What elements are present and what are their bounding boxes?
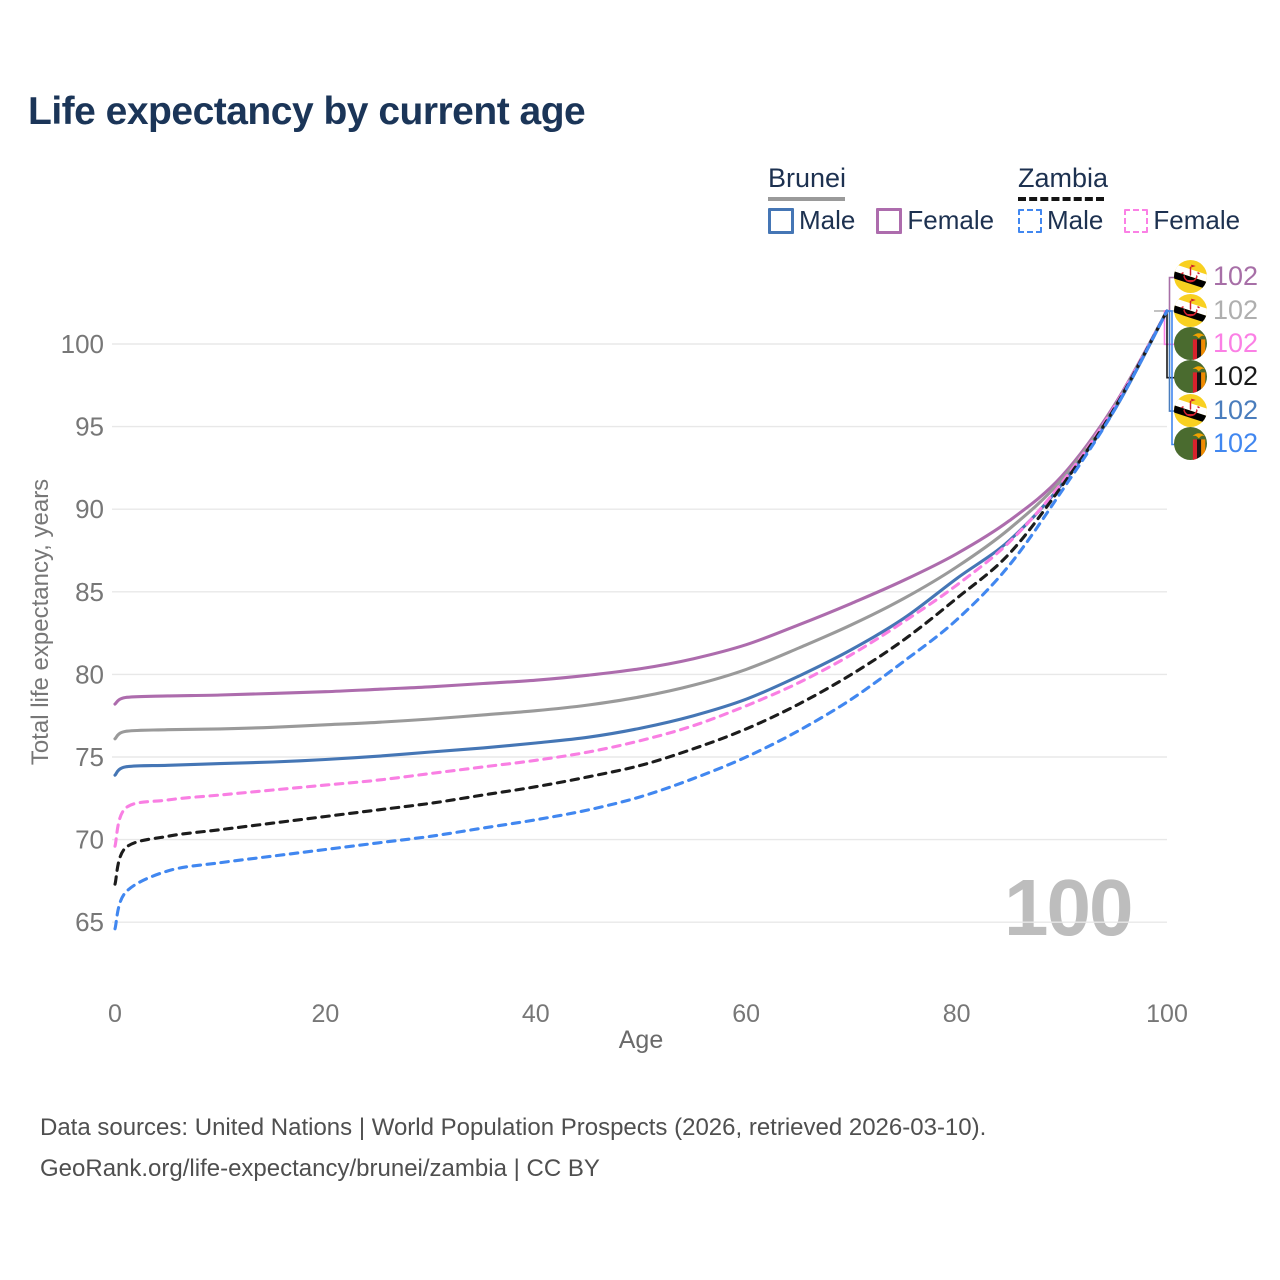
zambia-male-swatch[interactable] [1018, 208, 1042, 233]
zambia-male-label[interactable]: Male [1047, 205, 1104, 235]
page-title: Life expectancy by current age [28, 90, 586, 133]
y-tick-label-90: 90 [75, 494, 104, 524]
brunei-linestyle-swatch [768, 197, 845, 201]
zambia-linestyle-swatch [1018, 197, 1104, 201]
y-tick-label-95: 95 [75, 412, 104, 442]
endpoint-value-zambia-male: 102 [1213, 428, 1259, 459]
zambia-flag-icon [1174, 360, 1207, 394]
y-tick-label-80: 80 [75, 659, 104, 689]
y-tick-label-65: 65 [75, 907, 104, 937]
legend-group-brunei: Brunei [768, 163, 846, 201]
endpoint-value-brunei-female: 102 [1213, 261, 1259, 292]
endpoint-row-brunei-male[interactable]: 102 [1174, 393, 1259, 427]
source-attribution: Data sources: United Nations | World Pop… [40, 1107, 986, 1189]
age-watermark: 100 [1004, 863, 1133, 952]
source-line-2[interactable]: GeoRank.org/life-expectancy/brunei/zambi… [40, 1155, 600, 1182]
brunei-flag-icon [1174, 260, 1207, 294]
zambia-flag-icon [1174, 326, 1207, 360]
x-tick-label-100: 100 [1146, 1000, 1188, 1028]
endpoint-value-brunei-male: 102 [1213, 394, 1259, 425]
series-line-zambia-both-sexes[interactable] [113, 309, 1169, 886]
zambia-female-label[interactable]: Female [1153, 205, 1241, 235]
endpoint-row-zambia-male[interactable]: 102 [1174, 427, 1259, 461]
legend-items-zambia: Male Female [1018, 205, 1261, 236]
connector-zambia-male [1167, 310, 1175, 446]
series-line-zambia-male[interactable] [113, 309, 1169, 931]
brunei-male-swatch[interactable] [768, 207, 794, 234]
endpoint-row-zambia-both-sexes[interactable]: 102 [1174, 360, 1259, 394]
legend-items-brunei: Male Female [768, 205, 1015, 236]
source-line-1: Data sources: United Nations | World Pop… [40, 1114, 987, 1141]
y-axis-title: Total life expectancy, years [27, 479, 54, 765]
endpoint-row-brunei-both-sexes[interactable]: 102 [1174, 293, 1259, 327]
x-tick-label-40: 40 [522, 1000, 550, 1028]
brunei-female-swatch[interactable] [876, 207, 903, 234]
x-tick-label-20: 20 [311, 1000, 339, 1028]
endpoint-value-zambia-both-sexes: 102 [1213, 361, 1259, 392]
x-tick-label-60: 60 [732, 1000, 760, 1028]
brunei-male-label[interactable]: Male [799, 205, 856, 235]
legend-country-brunei[interactable]: Brunei [768, 163, 847, 193]
endpoint-value-zambia-female: 102 [1213, 327, 1259, 358]
brunei-flag-icon [1174, 293, 1207, 327]
endpoint-labels: 102 102 [1174, 260, 1259, 461]
y-tick-label-70: 70 [75, 825, 104, 855]
brunei-female-label[interactable]: Female [907, 205, 995, 235]
series-line-zambia-female[interactable] [113, 309, 1169, 848]
endpoint-row-brunei-female[interactable]: 102 [1174, 260, 1259, 294]
zambia-female-swatch[interactable] [1124, 208, 1149, 233]
endpoint-value-brunei-both-sexes: 102 [1213, 294, 1259, 325]
x-tick-label-0: 0 [108, 1000, 122, 1028]
zambia-flag-icon [1174, 427, 1207, 461]
legend-group-zambia: Zambia [1018, 163, 1108, 201]
x-axis-title: Age [619, 1026, 663, 1054]
legend-country-zambia[interactable]: Zambia [1018, 163, 1109, 193]
x-tick-label-80: 80 [943, 1000, 971, 1028]
endpoint-row-zambia-female[interactable]: 102 [1174, 326, 1259, 360]
series-line-brunei-female[interactable] [113, 309, 1169, 706]
y-tick-label-75: 75 [75, 742, 104, 772]
brunei-flag-icon [1174, 393, 1207, 427]
series-line-brunei-both-sexes[interactable] [113, 309, 1169, 741]
y-tick-label-85: 85 [75, 577, 104, 607]
y-tick-label-100: 100 [61, 329, 104, 359]
